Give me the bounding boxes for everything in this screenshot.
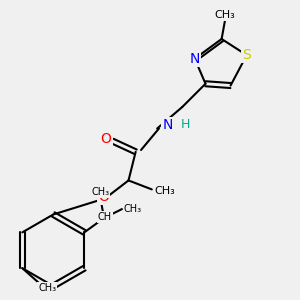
Text: CH: CH [98,212,112,222]
Text: CH₃: CH₃ [92,187,110,197]
Text: CH₃: CH₃ [154,186,175,196]
Text: N: N [190,52,200,66]
Text: CH₃: CH₃ [124,204,142,214]
Text: N: N [163,118,173,132]
Text: O: O [98,190,109,204]
Text: CH₃: CH₃ [38,283,56,293]
Text: S: S [242,48,251,62]
Text: H: H [180,118,190,131]
Text: CH₃: CH₃ [215,10,236,20]
Text: O: O [100,132,111,146]
